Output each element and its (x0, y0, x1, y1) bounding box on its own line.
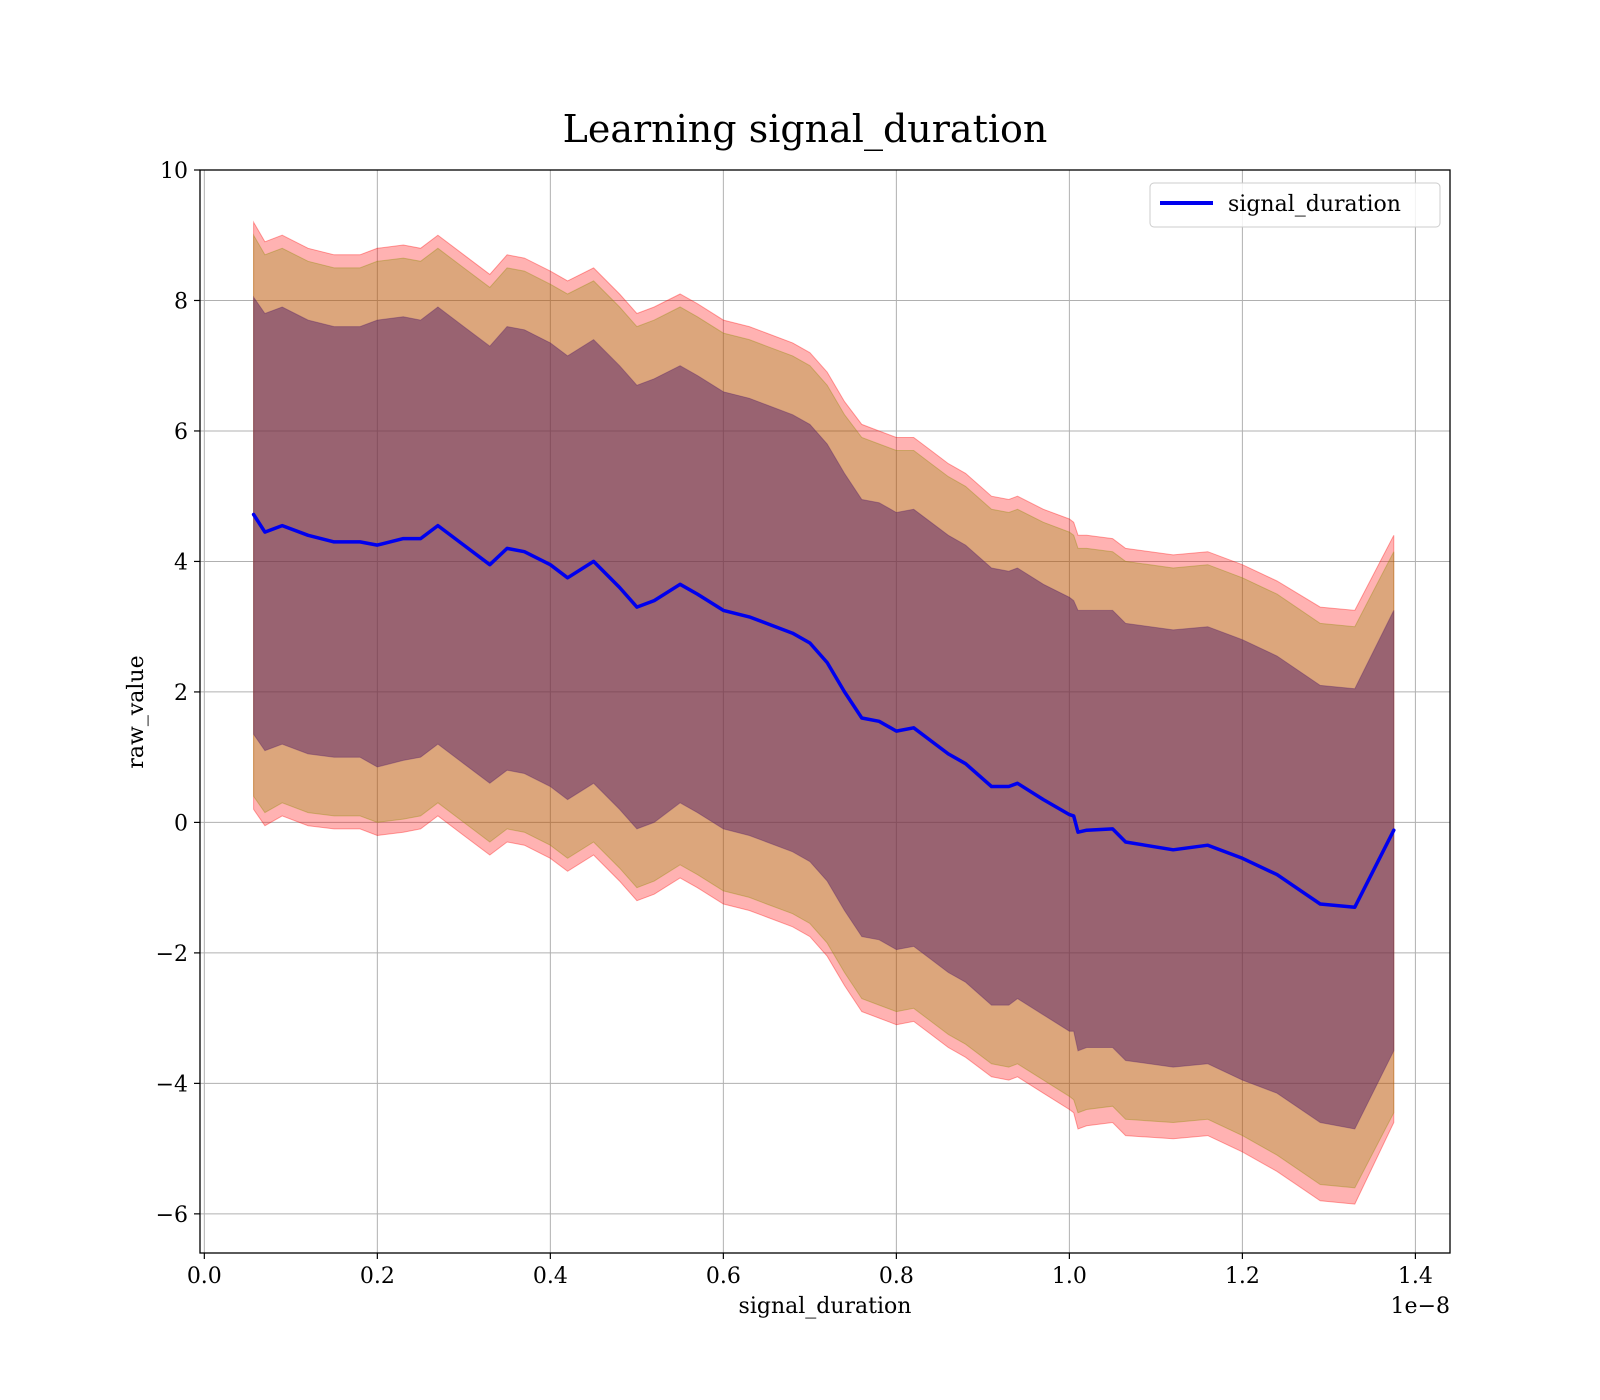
x-tick-label: 0.2 (360, 1264, 395, 1289)
chart-title: Learning signal_duration (563, 107, 1048, 152)
x-tick-label: 1.2 (1225, 1264, 1260, 1289)
x-axis-label: signal_duration (739, 1294, 912, 1319)
y-axis-label: raw_value (124, 655, 149, 768)
y-tick-label: 2 (174, 681, 188, 706)
x-tick-label: 1.4 (1398, 1264, 1433, 1289)
y-tick-label: 10 (160, 159, 188, 184)
x-tick-label: 0.8 (879, 1264, 914, 1289)
y-axis-ticks: −6 −4 −2 0 2 4 6 8 10 (156, 159, 200, 1228)
y-tick-label: −6 (156, 1203, 188, 1228)
y-tick-label: 0 (174, 811, 188, 836)
x-tick-label: 0.4 (533, 1264, 568, 1289)
x-axis-ticks: 0.0 0.2 0.4 0.6 0.8 1.0 1.2 1.4 (187, 1253, 1433, 1289)
y-tick-label: −4 (156, 1072, 188, 1097)
legend-label-signal-duration: signal_duration (1228, 192, 1401, 217)
x-tick-label: 0.6 (706, 1264, 741, 1289)
series-lines (251, 512, 1396, 909)
y-tick-label: −2 (156, 942, 188, 967)
confidence-bands (253, 220, 1395, 1205)
x-axis-offset-label: 1e−8 (1391, 1294, 1450, 1319)
y-tick-label: 4 (174, 550, 188, 575)
x-tick-label: 1.0 (1052, 1264, 1087, 1289)
series-line-signal-duration (251, 512, 1396, 909)
y-tick-label: 8 (174, 289, 188, 314)
band-inner (253, 295, 1395, 1130)
plot-frame (199, 169, 1451, 1254)
legend: signal_duration (1149, 182, 1441, 228)
y-tick-label: 6 (174, 420, 188, 445)
x-tick-label: 0.0 (187, 1264, 222, 1289)
legend-box (1149, 182, 1441, 228)
